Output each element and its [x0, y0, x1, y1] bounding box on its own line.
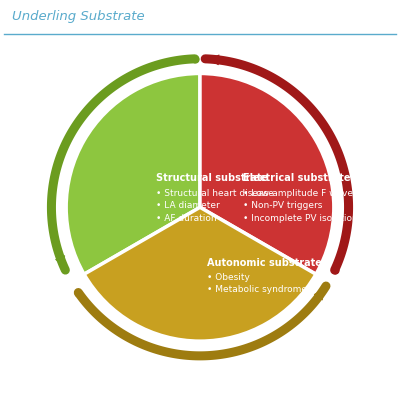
Text: • Structural heart disease
• LA diameter
• AF duration: • Structural heart disease • LA diameter… [156, 188, 274, 222]
Text: Underling Substrate: Underling Substrate [12, 10, 145, 23]
Text: Autonomic substrate: Autonomic substrate [207, 258, 322, 268]
Text: • Obesity
• Metabolic syndrome: • Obesity • Metabolic syndrome [207, 273, 307, 294]
Text: • Low-amplitude F waves
• Non-PV triggers
• Incomplete PV isolation: • Low-amplitude F waves • Non-PV trigger… [243, 188, 358, 222]
Wedge shape [84, 207, 316, 341]
Wedge shape [66, 74, 200, 274]
Text: Electrical substrate: Electrical substrate [243, 173, 350, 183]
Text: Structural substrate: Structural substrate [156, 173, 268, 183]
Wedge shape [200, 74, 334, 274]
